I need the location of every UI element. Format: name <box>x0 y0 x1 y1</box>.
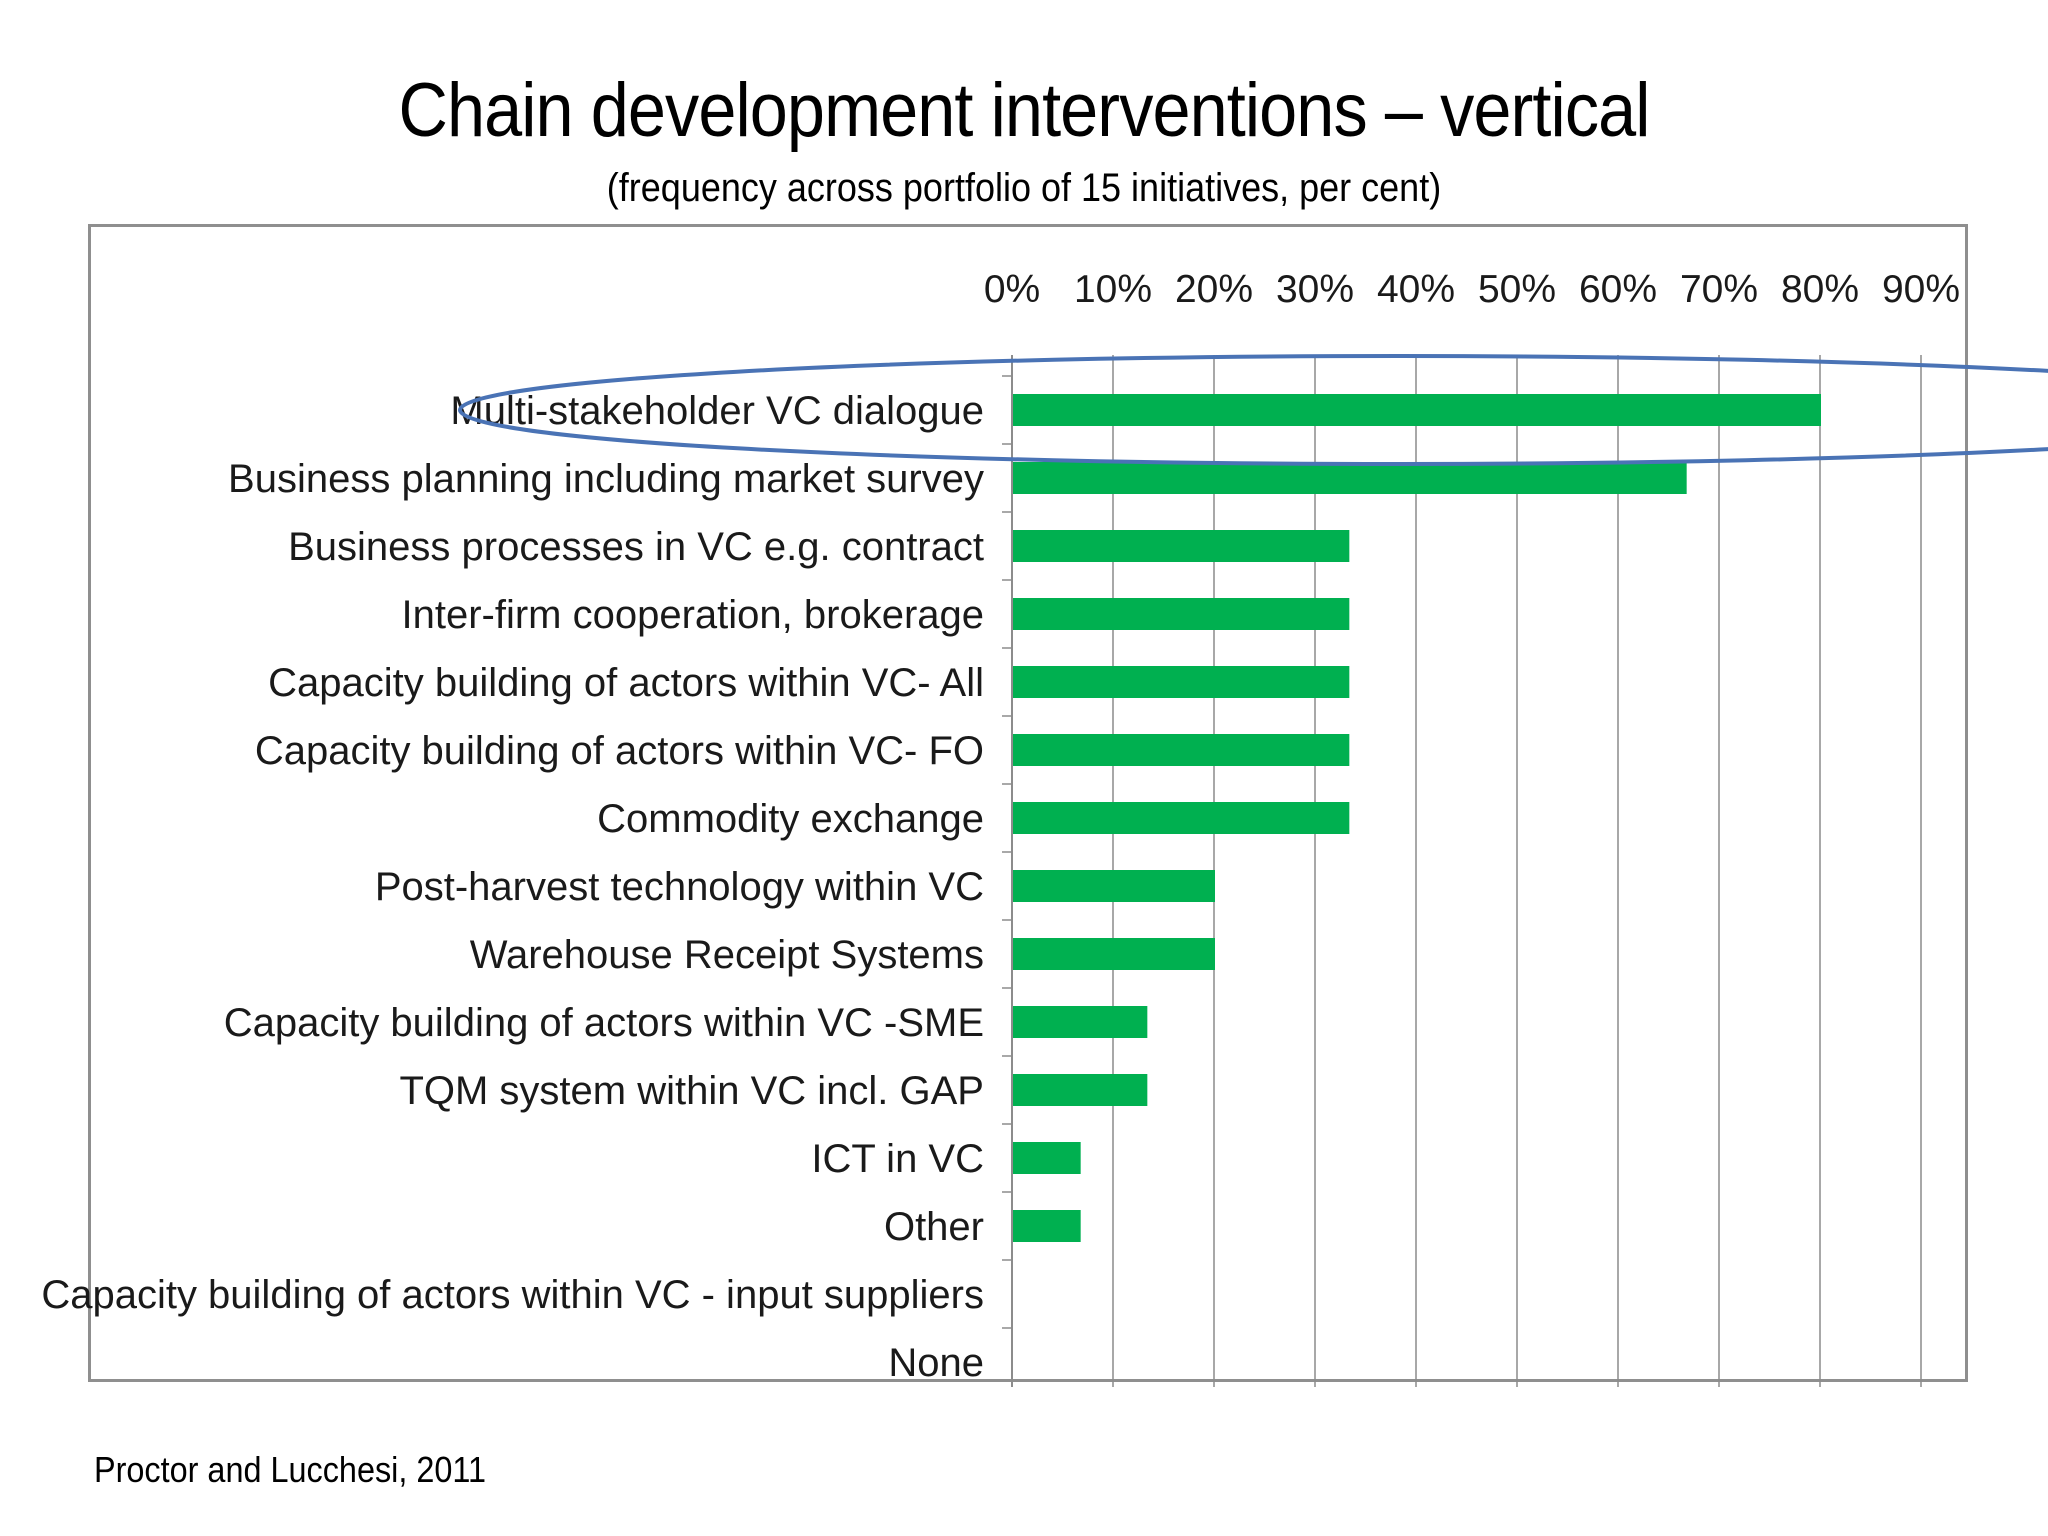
x-tick-label: 30% <box>1276 268 1354 311</box>
x-tick-label: 10% <box>1074 268 1152 311</box>
bar <box>1013 1142 1081 1174</box>
bar <box>1013 394 1821 426</box>
bar <box>1013 1074 1148 1106</box>
x-tick-label: 60% <box>1579 268 1657 311</box>
x-tick-label: 70% <box>1680 268 1758 311</box>
bar <box>1013 1006 1148 1038</box>
bar <box>1013 1210 1081 1242</box>
bar <box>1013 938 1215 970</box>
category-label: Multi-stakeholder VC dialogue <box>450 389 984 433</box>
x-tick-label: 90% <box>1882 268 1960 311</box>
chart-subtitle: (frequency across portfolio of 15 initia… <box>606 166 1442 210</box>
category-label: Business planning including market surve… <box>228 457 984 501</box>
category-label: Capacity building of actors within VC- A… <box>268 661 984 705</box>
chart-title: Chain development interventions – vertic… <box>398 68 1650 153</box>
bar <box>1013 802 1350 834</box>
category-label: Capacity building of actors within VC- F… <box>255 729 984 773</box>
category-label: Capacity building of actors within VC - … <box>41 1273 984 1317</box>
source-citation: Proctor and Lucchesi, 2011 <box>94 1449 487 1490</box>
category-label: None <box>888 1341 984 1385</box>
bar <box>1013 666 1350 698</box>
x-tick-label: 40% <box>1377 268 1455 311</box>
category-label: Warehouse Receipt Systems <box>470 933 984 977</box>
bar <box>1013 734 1350 766</box>
category-label: TQM system within VC incl. GAP <box>399 1069 984 1113</box>
category-label: Business processes in VC e.g. contract <box>288 525 984 569</box>
x-tick-label: 20% <box>1175 268 1253 311</box>
category-label: Post-harvest technology within VC <box>375 865 984 909</box>
category-label: Other <box>884 1205 984 1249</box>
category-label: Inter-firm cooperation, brokerage <box>402 593 985 637</box>
bar <box>1013 462 1687 494</box>
x-tick-label: 0% <box>984 268 1040 311</box>
category-label: ICT in VC <box>811 1137 984 1181</box>
x-tick-label: 80% <box>1781 268 1859 311</box>
category-label: Capacity building of actors within VC -S… <box>224 1001 984 1045</box>
highlight-ellipse <box>458 354 2048 466</box>
bar <box>1013 530 1350 562</box>
bar <box>1013 598 1350 630</box>
category-label: Commodity exchange <box>597 797 984 841</box>
bar <box>1013 870 1215 902</box>
x-tick-label: 50% <box>1478 268 1556 311</box>
